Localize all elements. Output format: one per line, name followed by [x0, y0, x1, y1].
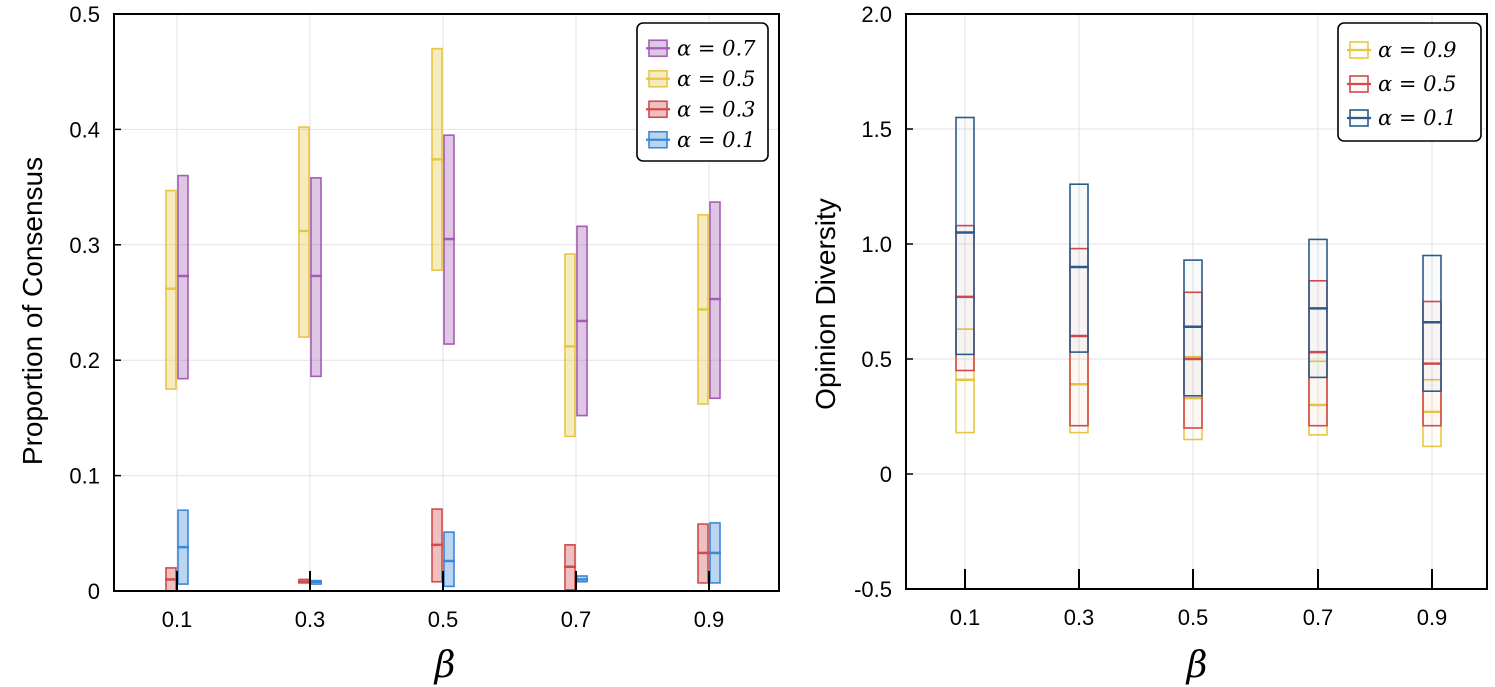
- right-xtick-label: 0.5: [1178, 605, 1209, 630]
- left-xtick-label: 0.3: [295, 607, 326, 632]
- left-legend-label: α = 0.3: [677, 97, 756, 121]
- right-ticks: -0.5 0 0.5 1.0 1.5 2.0 0.1 0.3 0.5 0.7 0.9: [854, 2, 1447, 630]
- left-legend: α = 0.7 α = 0.5 α = 0.3 α = 0.1: [636, 22, 769, 162]
- right-ytick-label: -0.5: [854, 577, 892, 602]
- right-xtick-label: 0.1: [950, 605, 981, 630]
- right-ytick-label: 2.0: [861, 2, 892, 27]
- left-plot-frame: [113, 13, 780, 592]
- left-ytick-label: 0.4: [69, 117, 100, 142]
- left-box: [443, 531, 455, 588]
- left-xtick-label: 0.1: [162, 607, 193, 632]
- left-xtick-label: 0.7: [561, 607, 592, 632]
- right-y-axis-label: Opinion Diversity: [810, 198, 841, 410]
- right-xtick-label: 0.9: [1417, 605, 1448, 630]
- left-ytick-label: 0.3: [69, 233, 100, 258]
- right-boxes: [955, 116, 1442, 448]
- right-xtick-label: 0.3: [1064, 605, 1095, 630]
- left-legend-label: α = 0.5: [677, 67, 756, 91]
- left-xtick-label: 0.9: [694, 607, 725, 632]
- right-x-axis-label: β: [1185, 645, 1208, 686]
- right-ytick-label: 0.5: [861, 347, 892, 372]
- right-legend: α = 0.9 α = 0.5 α = 0.1: [1337, 22, 1482, 142]
- left-boxes: [165, 47, 721, 592]
- left-ytick-label: 0.5: [69, 2, 100, 27]
- right-xtick-label: 0.7: [1303, 605, 1334, 630]
- left-legend-frame: [636, 22, 769, 162]
- left-legend-label: α = 0.7: [677, 36, 756, 60]
- right-ytick-label: 1.0: [861, 232, 892, 257]
- left-legend-label: α = 0.1: [677, 128, 756, 152]
- left-ytick-label: 0: [88, 579, 100, 604]
- left-ytick-label: 0.2: [69, 348, 100, 373]
- right-ytick-label: 1.5: [861, 117, 892, 142]
- right-legend-label: α = 0.9: [1378, 38, 1457, 62]
- right-ytick-label: 0: [880, 462, 892, 487]
- diversity-chart: -0.5 0 0.5 1.0 1.5 2.0 0.1 0.3 0.5 0.7 0.9 Opinion…: [810, 2, 1488, 686]
- right-box: [955, 116, 975, 356]
- right-plot-frame: [905, 13, 1488, 590]
- right-legend-frame: [1337, 22, 1482, 142]
- right-legend-label: α = 0.5: [1378, 72, 1457, 96]
- left-ticks: 0 0.1 0.2 0.3 0.4 0.5 0.1 0.3 0.5 0.7 0.9: [69, 2, 724, 632]
- right-legend-label: α = 0.1: [1378, 106, 1457, 130]
- left-y-axis-label: Proportion of Consensus: [17, 157, 48, 465]
- left-x-axis-label: β: [433, 645, 456, 686]
- consensus-chart: 0 0.1 0.2 0.3 0.4 0.5 0.1 0.3 0.5 0.7 0.9 Proporti…: [17, 2, 780, 686]
- left-xtick-label: 0.5: [428, 607, 459, 632]
- left-ytick-label: 0.1: [69, 464, 100, 489]
